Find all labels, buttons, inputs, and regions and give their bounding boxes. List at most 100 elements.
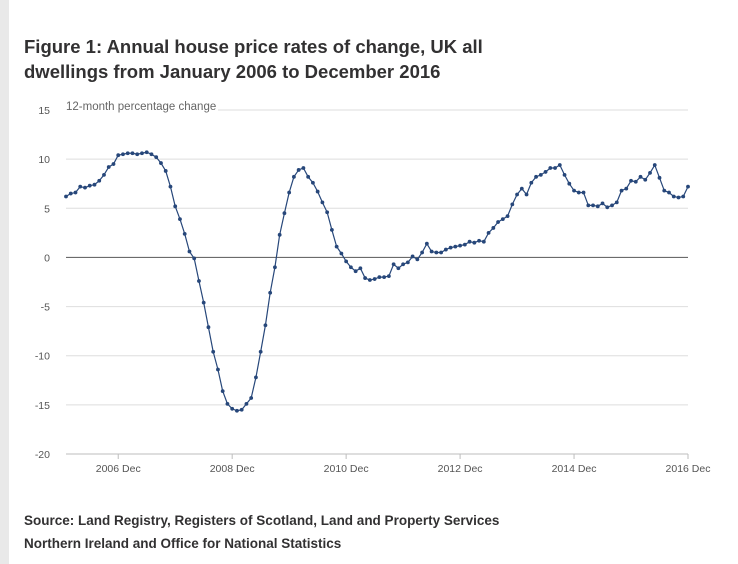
data-point	[510, 202, 515, 207]
data-point	[287, 190, 292, 195]
y-tick-label: -5	[41, 302, 50, 314]
x-tick-label: 2012 Dec	[438, 463, 483, 475]
data-point	[595, 204, 600, 209]
data-point	[102, 172, 106, 177]
data-point	[600, 201, 605, 206]
data-point	[576, 190, 581, 195]
data-point	[296, 168, 301, 172]
data-point	[481, 239, 486, 244]
data-point	[106, 165, 111, 169]
data-point	[149, 152, 154, 157]
data-point	[220, 389, 225, 393]
data-point	[348, 265, 353, 270]
data-point	[273, 265, 277, 270]
data-point	[524, 192, 529, 197]
source-note: Source: Land Registry, Registers of Scot…	[24, 513, 500, 551]
y-tick-label: -20	[35, 449, 50, 461]
data-point	[292, 174, 296, 179]
data-point	[681, 194, 686, 199]
data-point	[301, 166, 306, 170]
data-point	[216, 367, 220, 372]
data-point	[68, 191, 73, 196]
data-point	[382, 275, 387, 279]
data-point	[239, 407, 244, 412]
data-point	[358, 266, 363, 271]
data-point	[367, 278, 372, 282]
data-point	[235, 408, 239, 413]
series-layer	[64, 150, 690, 413]
data-point	[64, 194, 68, 199]
data-point	[363, 276, 368, 280]
data-point	[211, 349, 216, 354]
data-point	[610, 203, 614, 208]
data-point	[168, 184, 173, 189]
data-point	[396, 266, 401, 271]
data-point	[648, 171, 652, 175]
x-tick-label: 2006 Dec	[96, 463, 141, 475]
data-point	[116, 153, 121, 158]
data-point	[320, 200, 325, 205]
data-point	[334, 244, 339, 249]
data-point	[182, 231, 187, 236]
data-point	[254, 375, 258, 380]
data-point	[97, 178, 102, 183]
data-point	[429, 249, 434, 254]
left-border-strip	[0, 0, 9, 564]
data-point	[567, 181, 572, 186]
data-point	[163, 169, 168, 173]
data-point	[624, 186, 629, 191]
data-point	[353, 269, 358, 274]
data-point	[638, 174, 643, 179]
y-tick-label: 0	[44, 252, 50, 264]
data-point	[225, 401, 230, 406]
data-point	[676, 195, 681, 200]
data-point	[83, 185, 87, 190]
data-point	[458, 243, 462, 248]
data-point	[467, 239, 472, 244]
data-point	[111, 162, 116, 166]
data-point	[325, 210, 330, 215]
data-point	[173, 204, 178, 209]
data-point	[401, 262, 406, 267]
data-point	[135, 152, 140, 157]
data-point	[443, 247, 448, 252]
data-point	[562, 172, 567, 177]
data-point	[192, 256, 197, 261]
y-axis-ticks: 15 10 5 0 -5 -10 -15 -20	[35, 105, 50, 461]
data-point	[538, 172, 543, 177]
data-point	[244, 401, 249, 406]
data-point	[643, 177, 648, 182]
data-point	[249, 396, 254, 400]
data-point	[386, 274, 391, 278]
data-point	[500, 217, 505, 222]
data-point	[534, 174, 538, 179]
x-axis-ticks: 2006 Dec 2008 Dec 2010 Dec 2012 Dec 2014 Dec…	[66, 453, 710, 475]
x-tick-label: 2010 Dec	[324, 463, 369, 475]
data-point	[311, 180, 315, 185]
data-point	[686, 184, 690, 189]
series-line	[65, 151, 689, 412]
data-point	[277, 232, 282, 237]
data-point	[73, 190, 78, 195]
data-point	[505, 214, 510, 219]
data-point	[462, 242, 467, 247]
data-point	[178, 217, 182, 222]
data-point	[529, 180, 534, 185]
y-axis-label: 12-month percentage change	[66, 101, 216, 113]
data-point	[258, 349, 263, 354]
data-point	[448, 245, 453, 250]
gridlines	[66, 109, 688, 455]
data-point	[453, 244, 458, 249]
data-point	[543, 170, 548, 174]
data-point	[553, 166, 557, 170]
data-point	[652, 163, 657, 167]
data-point	[586, 203, 591, 208]
data-point	[472, 240, 477, 245]
data-point	[339, 251, 344, 256]
data-point	[78, 184, 83, 189]
data-point	[405, 260, 410, 265]
data-point	[263, 323, 268, 328]
data-point	[486, 230, 491, 235]
data-point	[410, 254, 415, 259]
